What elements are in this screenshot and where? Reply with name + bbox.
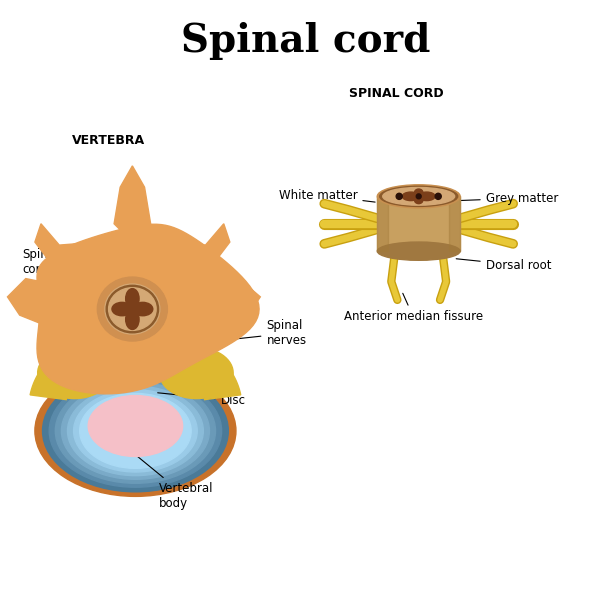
Polygon shape — [30, 326, 241, 400]
Text: SPINAL CORD: SPINAL CORD — [349, 88, 444, 100]
Polygon shape — [160, 348, 233, 398]
Circle shape — [396, 193, 402, 200]
Polygon shape — [166, 224, 230, 264]
Polygon shape — [114, 166, 151, 233]
Ellipse shape — [88, 395, 182, 457]
Polygon shape — [178, 278, 260, 327]
Polygon shape — [377, 196, 388, 251]
Ellipse shape — [125, 309, 139, 329]
Polygon shape — [377, 196, 460, 251]
Ellipse shape — [73, 390, 197, 472]
Ellipse shape — [414, 189, 423, 196]
Ellipse shape — [125, 289, 139, 308]
Text: Anterior median fissure: Anterior median fissure — [344, 293, 483, 324]
Text: Disc: Disc — [158, 393, 245, 407]
Circle shape — [435, 193, 441, 200]
Text: Spinal cord: Spinal cord — [181, 22, 431, 60]
Ellipse shape — [67, 386, 203, 476]
Text: Grey matter: Grey matter — [444, 192, 558, 204]
Polygon shape — [35, 224, 99, 264]
Ellipse shape — [377, 185, 460, 208]
Ellipse shape — [133, 302, 153, 316]
Text: VERTEBRA: VERTEBRA — [72, 134, 144, 147]
Ellipse shape — [80, 394, 191, 468]
Polygon shape — [449, 196, 460, 251]
Polygon shape — [37, 224, 259, 394]
Ellipse shape — [97, 277, 168, 341]
Text: Spinal
cord: Spinal cord — [23, 248, 116, 293]
Ellipse shape — [49, 375, 222, 487]
Ellipse shape — [42, 370, 228, 492]
Text: White matter: White matter — [278, 188, 375, 202]
Ellipse shape — [55, 378, 215, 483]
Ellipse shape — [106, 285, 159, 333]
Ellipse shape — [35, 365, 236, 496]
Polygon shape — [38, 348, 111, 398]
Ellipse shape — [108, 288, 156, 330]
Text: Spinal
nerves: Spinal nerves — [216, 319, 307, 348]
Ellipse shape — [418, 192, 435, 201]
Text: Vertebral
body: Vertebral body — [135, 454, 213, 510]
Ellipse shape — [377, 242, 460, 260]
Ellipse shape — [105, 284, 160, 334]
Ellipse shape — [379, 186, 458, 206]
Circle shape — [416, 194, 421, 199]
Ellipse shape — [402, 192, 419, 201]
Ellipse shape — [112, 302, 132, 316]
Ellipse shape — [382, 187, 455, 205]
Ellipse shape — [414, 196, 423, 204]
Circle shape — [128, 305, 136, 313]
Ellipse shape — [61, 382, 209, 479]
Polygon shape — [7, 278, 90, 327]
Text: Dorsal root: Dorsal root — [456, 259, 551, 272]
